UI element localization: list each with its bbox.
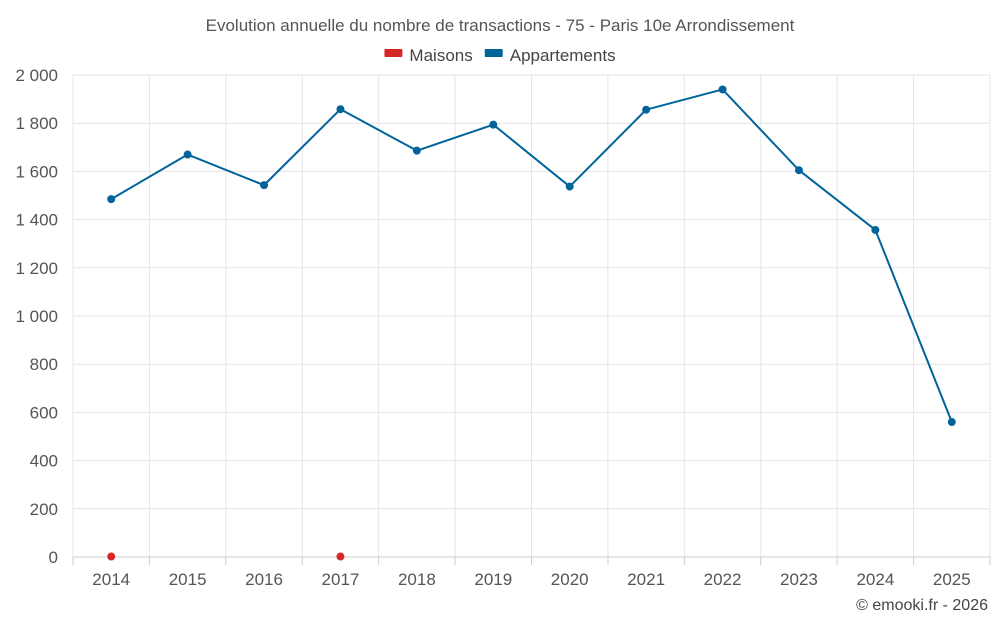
legend-label: Appartements [510, 46, 616, 65]
series-line [110, 88, 953, 423]
legend-swatch [384, 49, 403, 57]
data-point [412, 146, 421, 155]
data-point [336, 105, 345, 114]
legend-swatch [484, 49, 503, 57]
data-point [565, 182, 574, 191]
series-layer [107, 85, 956, 561]
y-tick-label: 0 [49, 548, 58, 567]
y-tick-label: 1 400 [15, 211, 58, 230]
y-tick-label: 1 600 [15, 162, 58, 181]
data-point [718, 85, 727, 94]
legend-item: Maisons [384, 46, 473, 65]
data-point [642, 105, 651, 114]
data-point [260, 181, 269, 190]
y-tick-label: 1 800 [15, 114, 58, 133]
data-point [107, 552, 116, 561]
data-point [489, 120, 498, 129]
y-axis-ticks: 0 200 400 600 800 1 000 1 200 1 400 1 600 1 800 2 … [15, 66, 58, 567]
data-point [947, 418, 956, 427]
grid-lines [72, 74, 991, 557]
x-tick-label: 2018 [398, 570, 436, 589]
data-point [336, 552, 345, 561]
legend-label: Maisons [409, 46, 472, 65]
x-tick-label: 2020 [551, 570, 589, 589]
x-tick-label: 2016 [245, 570, 283, 589]
x-tick-label: 2014 [92, 570, 130, 589]
credit-text: © emooki.fr - 2026 [856, 597, 988, 614]
data-point [183, 150, 192, 159]
x-tick-label: 2025 [933, 570, 971, 589]
x-tick-label: 2022 [704, 570, 742, 589]
y-tick-label: 1 000 [15, 307, 58, 326]
x-tick-label: 2024 [856, 570, 894, 589]
x-axis-ticks: 2014 2015 2016 2017 2018 2019 2020 2021 2022 2023… [72, 557, 991, 589]
x-tick-label: 2015 [169, 570, 207, 589]
y-tick-label: 400 [30, 452, 58, 471]
y-tick-label: 200 [30, 500, 58, 519]
y-tick-label: 800 [30, 355, 58, 374]
x-tick-label: 2017 [322, 570, 360, 589]
data-point [871, 225, 880, 234]
x-tick-label: 2021 [627, 570, 665, 589]
data-point [107, 195, 116, 204]
data-point [794, 166, 803, 175]
legend-item: Appartements [484, 46, 616, 65]
y-tick-label: 1 200 [15, 259, 58, 278]
y-tick-label: 2 000 [15, 66, 58, 85]
legend: Maisons Appartements [384, 46, 616, 65]
chart-title: Evolution annuelle du nombre de transact… [206, 16, 795, 35]
x-tick-label: 2023 [780, 570, 818, 589]
x-tick-label: 2019 [474, 570, 512, 589]
y-tick-label: 600 [30, 403, 58, 422]
